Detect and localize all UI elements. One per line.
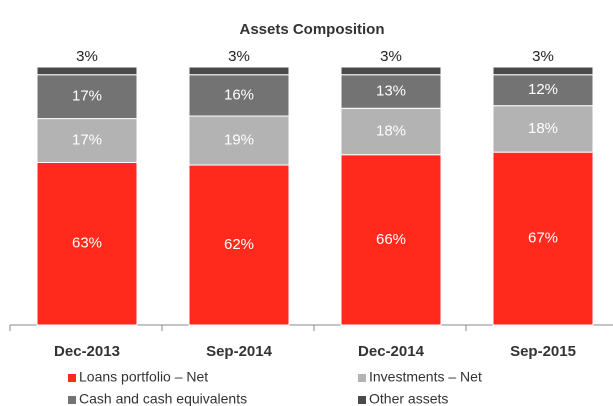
legend-label: Investments – Net [369,369,482,385]
bar-segment [36,66,138,76]
bar-segment [36,118,138,163]
legend-swatch [358,374,366,382]
bar-segment [492,105,594,153]
bar-segment [340,154,442,326]
x-tick-label: Sep-2014 [206,343,273,360]
data-label: 66% [376,231,406,248]
data-label: 12% [528,81,558,98]
chart-title: Assets Composition [239,21,384,38]
data-label: 3% [76,48,98,65]
bar-segment [36,161,138,326]
data-label: 16% [224,86,254,103]
data-label: 3% [380,48,402,65]
bar-segment [492,74,594,107]
bar-segment [340,66,442,76]
bar-segment [188,66,290,76]
data-label: 18% [528,120,558,137]
bar-segment [340,107,442,156]
data-label: 17% [72,131,102,148]
legend-swatch [358,396,366,404]
data-label: 18% [376,122,406,139]
legend-label: Other assets [369,391,448,406]
legend-swatch [68,396,76,404]
bar-segment [492,151,594,326]
data-label: 67% [528,230,558,247]
data-label: 17% [72,88,102,105]
data-label: 3% [228,48,250,65]
data-label: 63% [72,235,102,252]
bar-segment [492,66,594,76]
legend-swatch [68,374,76,382]
legend-label: Loans portfolio – Net [79,369,208,385]
x-tick-label: Sep-2015 [510,343,576,360]
data-label: 13% [376,82,406,99]
x-tick-label: Dec-2013 [54,343,120,360]
x-tick-label: Dec-2014 [358,343,425,360]
data-label: 62% [224,236,254,253]
legend-label: Cash and cash equivalents [79,391,247,406]
data-label: 19% [224,131,254,148]
data-label: 3% [532,48,554,65]
bar-segment [340,74,442,109]
